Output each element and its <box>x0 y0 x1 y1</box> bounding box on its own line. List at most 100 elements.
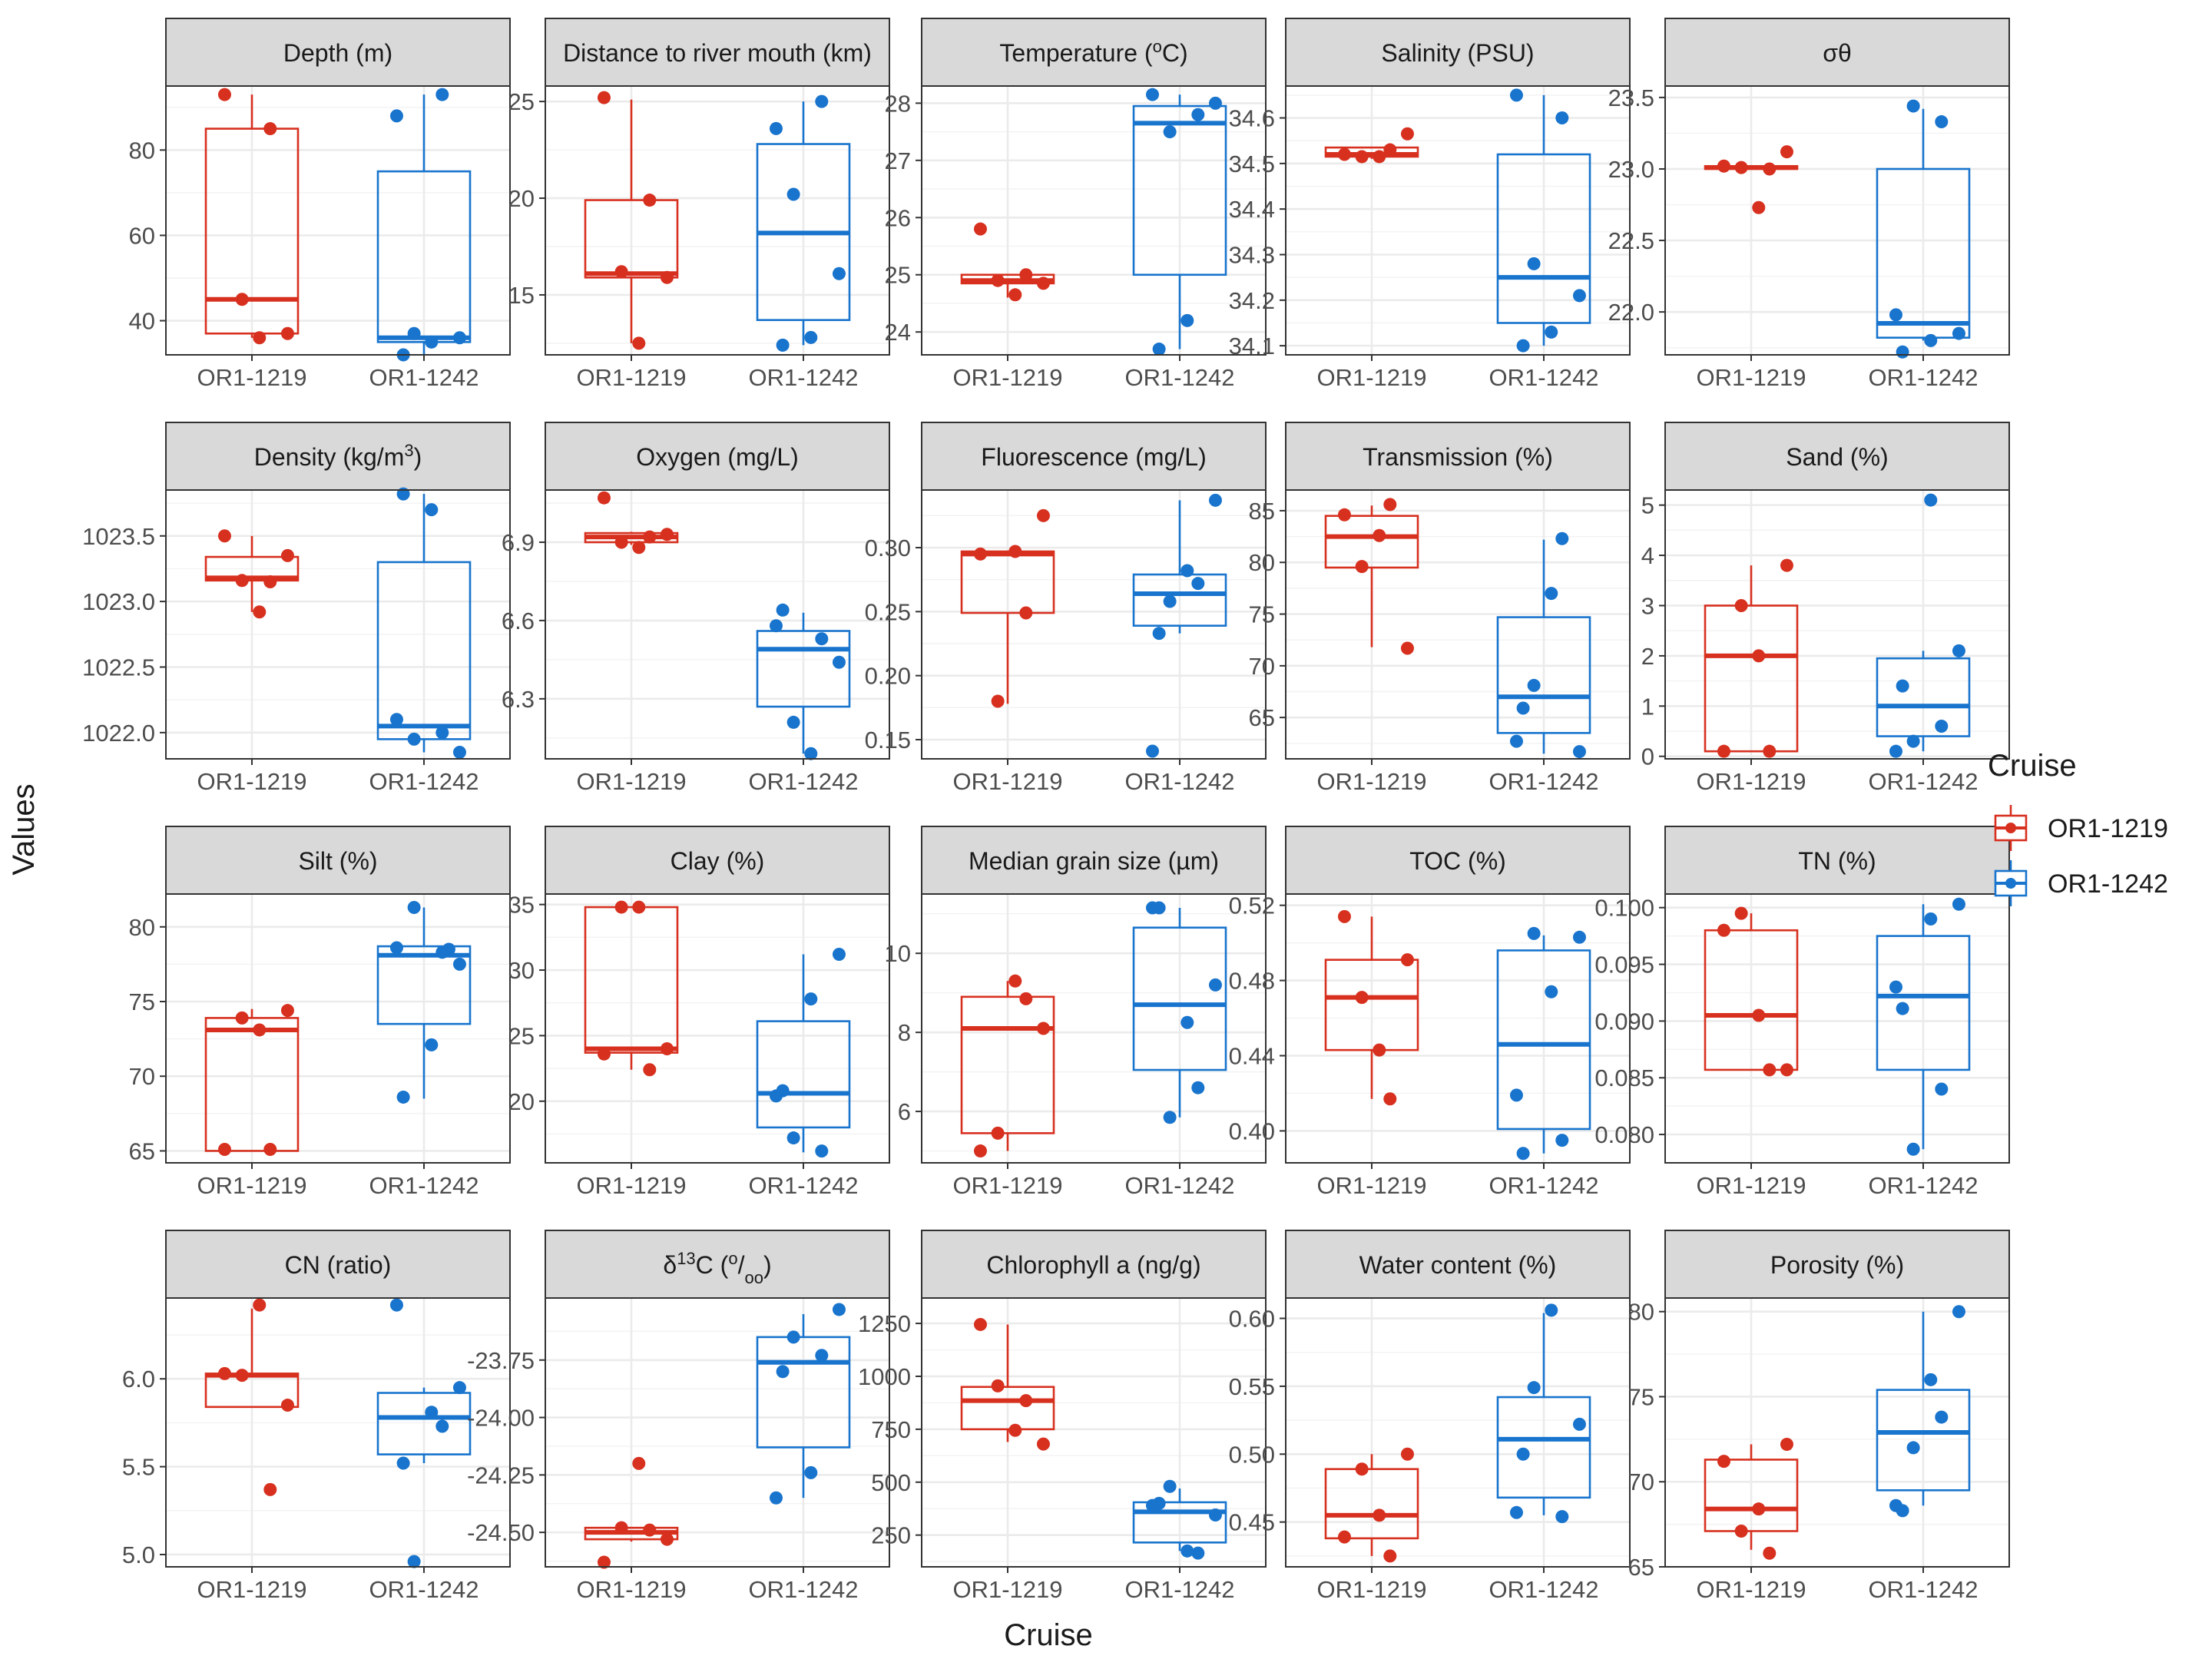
box-iqr <box>1324 1468 1419 1540</box>
data-point <box>1337 508 1351 522</box>
panel-border <box>1664 893 2010 1164</box>
data-point <box>786 715 800 729</box>
y-tick-label: 1023.5 <box>82 523 155 550</box>
y-tick-label: 0.100 <box>1594 895 1654 922</box>
box-OR1-1219 <box>204 1004 300 1156</box>
data-point <box>396 1090 410 1104</box>
facet-title: Oxygen (mg/L) <box>636 443 799 471</box>
y-tick-label: 6.3 <box>502 686 535 713</box>
data-point <box>442 942 455 956</box>
data-point <box>643 530 657 544</box>
data-point <box>452 745 466 759</box>
legend: Cruise OR1-1219 OR1-1242 <box>1988 749 2168 906</box>
x-tick-label: OR1-1219 <box>952 768 1062 795</box>
data-point <box>1545 587 1558 601</box>
data-point <box>280 1004 294 1018</box>
y-tick-label: 1023.0 <box>82 588 155 615</box>
box-iqr <box>960 995 1055 1134</box>
panel-border <box>921 489 1267 760</box>
data-point <box>452 957 466 971</box>
data-point <box>1906 734 1920 748</box>
data-point <box>597 491 611 505</box>
data-point <box>1952 644 1965 657</box>
data-point <box>263 575 277 589</box>
box-iqr <box>1132 104 1227 276</box>
data-point <box>1952 326 1965 340</box>
panel-background <box>1665 86 2009 355</box>
facet-strip <box>1664 422 2010 491</box>
data-point <box>263 122 277 136</box>
y-tick-label: 0.090 <box>1594 1008 1654 1035</box>
data-point <box>786 1330 800 1344</box>
box-OR1-1219 <box>1704 1438 1799 1560</box>
data-point <box>253 331 267 345</box>
y-tick-label: 20 <box>508 1088 535 1115</box>
data-point <box>991 694 1005 708</box>
panel-background <box>545 894 889 1163</box>
data-point <box>1355 150 1369 164</box>
box-OR1-1242 <box>1132 88 1227 356</box>
data-point <box>597 1047 611 1061</box>
y-tick-label: 2 <box>1641 643 1654 670</box>
data-point <box>1752 200 1766 214</box>
facet-title: Salinity (PSU) <box>1381 39 1534 67</box>
data-point <box>1181 313 1194 327</box>
y-tick-label: 60 <box>129 222 155 249</box>
data-point <box>1036 1022 1050 1035</box>
facet-strip <box>545 1230 890 1299</box>
panel-border <box>1285 489 1631 760</box>
data-point <box>1163 1479 1177 1493</box>
facet-panel: σθ 22.0 22.5 23.0 23.5 OR1-1219 OR1-1242 <box>1608 18 2010 391</box>
data-point <box>407 326 421 340</box>
data-point <box>1896 679 1909 693</box>
data-point <box>1383 498 1397 512</box>
y-tick-label: 0.55 <box>1229 1373 1275 1400</box>
data-point <box>804 330 818 344</box>
y-tick-label: 6.0 <box>122 1366 155 1392</box>
data-point <box>1191 577 1205 591</box>
data-point <box>1572 1417 1586 1431</box>
box-OR1-1242 <box>1496 531 1591 759</box>
y-tick-label: 25 <box>508 1022 535 1049</box>
y-tick-label: 1250 <box>858 1310 911 1337</box>
x-tick-label: OR1-1219 <box>197 364 306 391</box>
facet-strip <box>1285 422 1631 491</box>
panel-border <box>545 1297 890 1568</box>
data-point <box>1181 1015 1194 1029</box>
data-point <box>660 270 674 284</box>
y-tick-label: 25 <box>508 88 535 115</box>
data-point <box>1935 1410 1949 1424</box>
data-point <box>235 1369 249 1382</box>
data-point <box>253 1298 267 1312</box>
data-point <box>1008 288 1022 302</box>
data-point <box>776 603 790 617</box>
y-tick-label: 0.60 <box>1229 1306 1275 1333</box>
data-point <box>643 1523 657 1537</box>
legend-entries: OR1-1219 OR1-1242 <box>1994 805 2168 906</box>
data-point <box>425 503 439 517</box>
y-tick-label: 5.0 <box>122 1541 155 1568</box>
data-point <box>1752 649 1766 663</box>
x-tick-label: OR1-1242 <box>1868 364 1978 391</box>
panel-background <box>545 86 889 355</box>
box-OR1-1242 <box>756 948 851 1158</box>
facet-panel: Clay (%) 20 25 30 35 OR1-1219 OR1-1242 <box>508 826 890 1199</box>
data-point <box>1780 145 1793 159</box>
data-point <box>660 1041 674 1055</box>
data-point <box>1906 99 1920 113</box>
y-tick-label: 23.5 <box>1608 84 1654 111</box>
data-point <box>1355 1462 1369 1476</box>
x-tick-label: OR1-1219 <box>1316 1172 1426 1199</box>
y-tick-label: 34.4 <box>1229 196 1275 223</box>
x-tick-label: OR1-1242 <box>748 768 858 795</box>
panel-border <box>921 85 1267 356</box>
data-point <box>1355 560 1369 574</box>
facet-strip <box>165 18 511 87</box>
y-tick-label: 0.40 <box>1229 1118 1275 1144</box>
panel-background <box>545 1298 889 1567</box>
box-OR1-1242 <box>1132 1479 1227 1560</box>
data-point <box>253 605 267 619</box>
